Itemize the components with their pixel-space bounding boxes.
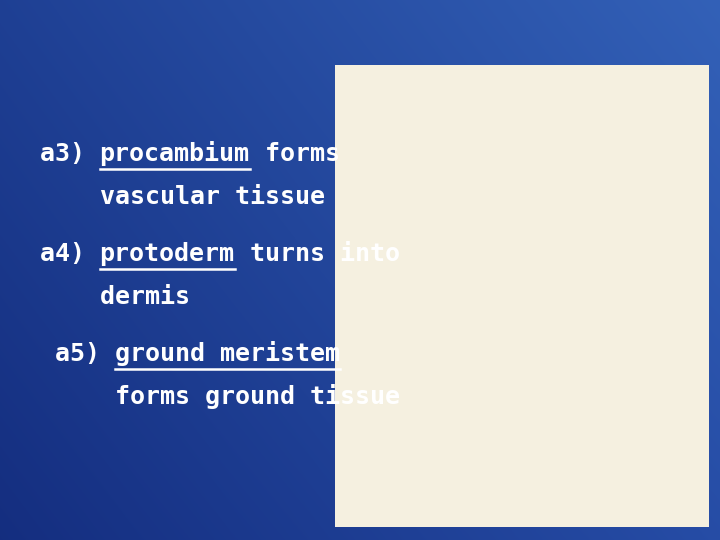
Text: dermis: dermis bbox=[40, 285, 189, 309]
Text: forms: forms bbox=[250, 142, 340, 166]
Text: ground meristem: ground meristem bbox=[114, 341, 340, 366]
Text: turns into: turns into bbox=[235, 242, 400, 266]
Text: vascular tissue: vascular tissue bbox=[40, 185, 325, 209]
Text: a5): a5) bbox=[40, 342, 114, 366]
Text: forms ground tissue: forms ground tissue bbox=[40, 384, 400, 409]
Text: procambium: procambium bbox=[99, 141, 250, 166]
Text: protoderm: protoderm bbox=[99, 242, 235, 266]
Text: a4): a4) bbox=[40, 242, 99, 266]
Bar bbox=[335, 65, 709, 526]
Text: a3): a3) bbox=[40, 142, 99, 166]
